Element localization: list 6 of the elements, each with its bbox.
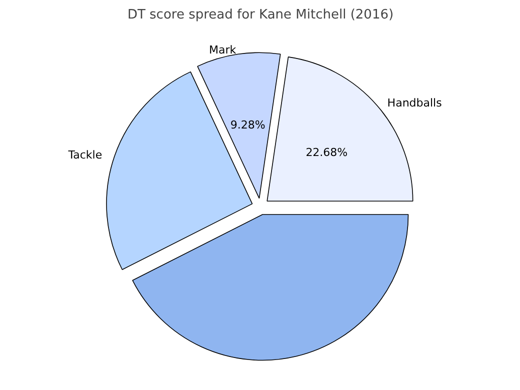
- slice-label: Tackle: [67, 148, 102, 162]
- data-label: 22.68%: [306, 146, 348, 159]
- slice-label: Handballs: [387, 96, 442, 110]
- chart-title: DT score spread for Kane Mitchell (2016): [127, 8, 394, 22]
- data-label: 9.28%: [230, 118, 266, 132]
- slice-label: Mark: [209, 43, 237, 56]
